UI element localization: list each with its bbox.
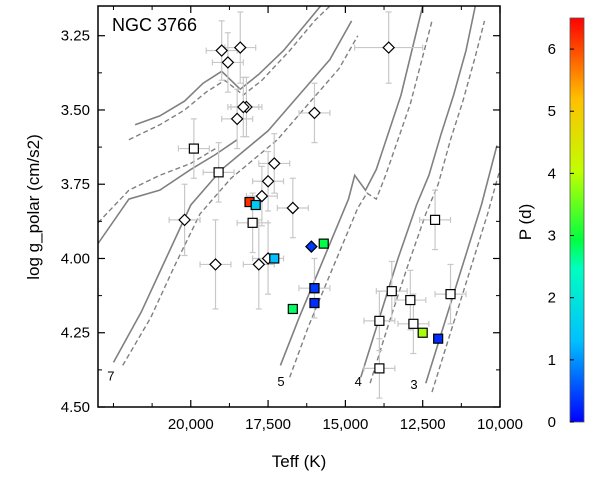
square-point-open (445, 289, 456, 300)
y-tick-label: 3.75 (61, 176, 90, 193)
square-point-colored (250, 199, 261, 211)
evolutionary-tracks (98, 6, 500, 393)
x-tick-label: 12,500 (400, 416, 446, 433)
x-tick-label: 20,000 (168, 416, 214, 433)
diamond-point-open (286, 201, 300, 215)
colorbar-tick-label: 5 (548, 103, 556, 120)
y-tick-label: 3.50 (61, 102, 90, 119)
colorbar-tick-label: 1 (548, 352, 556, 369)
square-point-colored (318, 238, 329, 249)
track-label: 4 (355, 374, 362, 389)
solid-track-3 (425, 145, 498, 384)
colorbar-tick-label: 4 (548, 165, 556, 182)
solid-track-0 (112, 20, 353, 363)
error-bars (168, 11, 467, 399)
solid-track-1 (279, 6, 424, 366)
square-point-open (408, 318, 419, 329)
square-point-colored (417, 327, 428, 338)
square-point-open (374, 363, 385, 374)
x-axis-title: Teff (K) (272, 452, 326, 471)
diamond-point-open (209, 258, 222, 271)
y-axis-title: log g_polar (cm/s2) (24, 134, 43, 280)
diamond-point-open (308, 106, 321, 120)
diamond-point-open (261, 174, 275, 188)
y-axis: 3.25 3.50 3.75 4.00 4.25 4.50 (61, 28, 500, 416)
diamond-point-open (252, 258, 266, 271)
dashed-track-4 (128, 6, 331, 141)
dashed-track-2 (369, 20, 486, 384)
square-point-open (386, 286, 397, 297)
track-label: 3 (410, 377, 417, 392)
diamond-point-open (382, 41, 396, 54)
chart-title: NGC 3766 (112, 15, 197, 35)
square-point-open (188, 143, 199, 154)
colorbar-tick-label: 2 (548, 290, 556, 307)
colorbar-ticks: 0 1 2 3 4 5 6 (548, 41, 574, 431)
solid-track-5 (98, 139, 238, 245)
square-point-open (405, 294, 416, 306)
square-point-open (247, 217, 258, 228)
x-tick-label: 10,000 (477, 416, 523, 433)
square-point-open (429, 214, 441, 225)
y-tick-label: 4.00 (61, 250, 90, 267)
dashed-track-0 (122, 35, 359, 366)
diamond-point-open (255, 189, 269, 203)
square-point-colored (309, 283, 320, 294)
diamond-point-open (233, 41, 247, 54)
diamond-point-open (221, 56, 235, 69)
diamond-point-open (267, 157, 281, 170)
diamond-point-colored (305, 240, 318, 253)
colorbar-tick-label: 0 (548, 414, 556, 431)
solid-track-4 (134, 6, 322, 126)
square-point-colored (287, 303, 298, 315)
y-tick-label: 3.25 (61, 28, 90, 45)
diamond-point-open (236, 100, 250, 114)
square-point-open (374, 315, 385, 326)
y-tick-label: 4.25 (61, 325, 90, 342)
track-label: 7 (107, 368, 114, 383)
dashed-track-1 (289, 20, 433, 378)
track-label: 5 (277, 374, 284, 389)
diamond-point-open (230, 112, 244, 126)
colorbar-tick-label: 6 (548, 41, 556, 58)
colorbar-tick-label: 3 (548, 228, 556, 245)
colorbar-title: P (d) (516, 204, 535, 241)
square-point-colored (269, 253, 280, 264)
dashed-track-3 (431, 169, 500, 393)
square-point-colored (433, 333, 444, 344)
diamond-point-open (215, 44, 229, 57)
track-labels: 7 5 4 3 (107, 368, 417, 392)
square-point-open (213, 167, 224, 178)
y-tick-label: 4.50 (61, 399, 90, 416)
data-points (178, 41, 456, 374)
colorbar (569, 17, 585, 423)
x-tick-label: 15,000 (322, 416, 368, 433)
dashed-track-5 (98, 147, 216, 224)
square-point-colored (309, 297, 320, 309)
x-axis: 20,000 17,500 15,000 12,500 10,000 (112, 6, 523, 433)
plot-frame (97, 5, 501, 408)
solid-track-2 (360, 6, 477, 378)
diamond-point-open (178, 213, 191, 227)
x-tick-label: 17,500 (245, 416, 291, 433)
